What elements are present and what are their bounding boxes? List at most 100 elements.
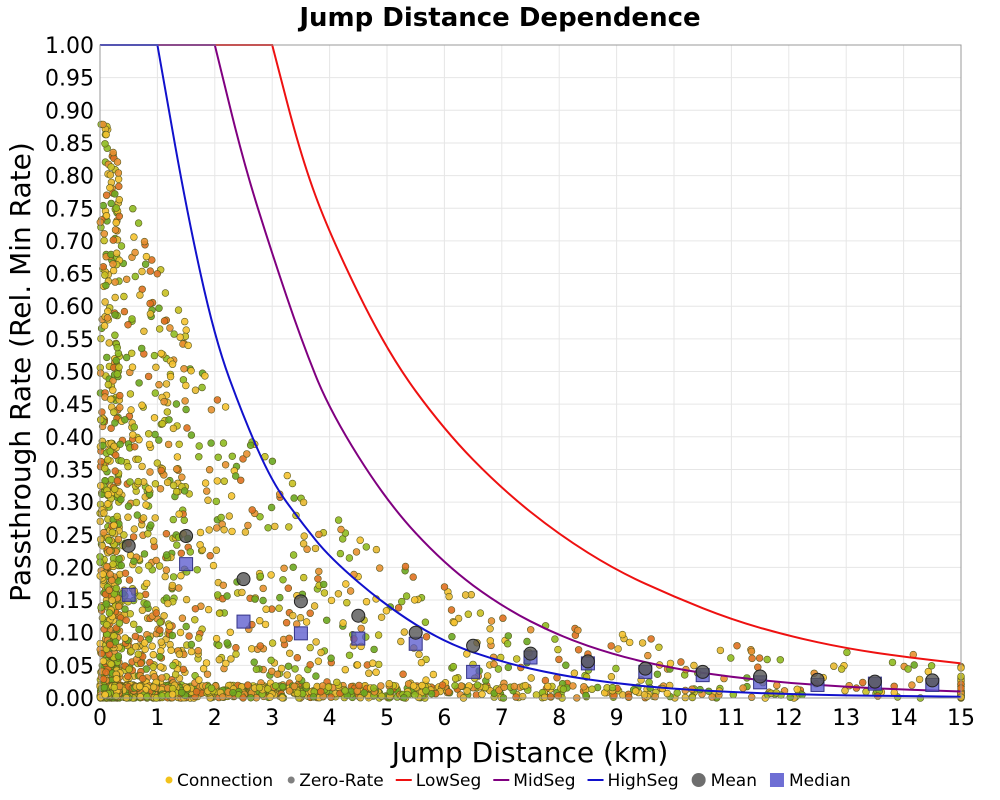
- x-tick-label: 4: [323, 706, 337, 731]
- scatter-point: [843, 648, 851, 657]
- scatter-point: [155, 381, 163, 389]
- scatter-point: [140, 237, 149, 246]
- scatter-point: [273, 670, 282, 678]
- scatter-point: [164, 440, 173, 449]
- scatter-point: [107, 163, 115, 171]
- scatter-point: [99, 657, 108, 665]
- scatter-point: [378, 692, 386, 700]
- y-tick-label: 1.00: [45, 34, 94, 59]
- scatter-point: [562, 661, 570, 669]
- scatter-point: [109, 148, 117, 157]
- scatter-point: [284, 662, 293, 670]
- scatter-point: [115, 555, 123, 563]
- scatter-point: [152, 609, 161, 617]
- scatter-point: [138, 401, 146, 409]
- scatter-point: [194, 646, 202, 655]
- y-axis-title: Passthrough Rate (Rel. Min Rate): [4, 142, 37, 602]
- scatter-point: [205, 466, 214, 474]
- scatter-point: [109, 236, 118, 244]
- scatter-point: [203, 670, 212, 678]
- scatter-point: [132, 643, 140, 651]
- x-axis-title: Jump Distance (km): [390, 736, 669, 769]
- scatter-point: [148, 642, 156, 650]
- scatter-point: [334, 516, 343, 524]
- scatter-point: [264, 685, 272, 693]
- legend-item-lowseg: LowSeg: [395, 771, 482, 791]
- legend-label: MidSeg: [513, 771, 575, 791]
- scatter-point: [299, 498, 308, 507]
- scatter-point: [131, 272, 140, 281]
- scatter-point: [554, 691, 562, 700]
- scatter-point: [129, 431, 137, 439]
- scatter-point: [112, 692, 120, 700]
- scatter-point: [104, 380, 113, 389]
- scatter-point: [291, 665, 299, 673]
- scatter-point: [279, 576, 287, 584]
- y-tick-label: 0.05: [45, 654, 94, 679]
- scatter-point: [300, 573, 308, 582]
- scatter-point: [198, 383, 206, 392]
- scatter-point: [99, 570, 107, 578]
- x-tick-label: 9: [610, 706, 624, 731]
- plot-frame: [99, 44, 962, 699]
- scatter-point: [512, 693, 520, 701]
- scatter-point: [858, 678, 867, 687]
- scatter-point: [139, 514, 148, 522]
- scatter-point: [146, 310, 155, 318]
- scatter-point: [748, 654, 756, 663]
- scatter-point: [128, 315, 136, 323]
- scatter-point: [333, 678, 341, 686]
- scatter-point: [101, 271, 109, 279]
- scatter-point: [140, 327, 148, 335]
- scatter-point: [99, 441, 107, 450]
- scatter-point: [191, 386, 200, 394]
- scatter-point: [559, 685, 568, 693]
- scatter-point: [417, 658, 426, 667]
- scatter-point: [250, 658, 258, 666]
- scatter-point: [309, 693, 318, 701]
- x-tick-label: 8: [552, 706, 566, 731]
- scatter-point: [763, 655, 771, 664]
- scatter-point: [177, 549, 186, 557]
- scatter-point: [306, 609, 314, 617]
- scatter-point: [487, 617, 496, 625]
- scatter-point: [117, 561, 126, 570]
- scatter-point: [99, 201, 108, 210]
- scatter-point: [110, 683, 119, 692]
- legend-swatch: [287, 776, 295, 784]
- scatter-point: [110, 408, 118, 416]
- mean-marker: [695, 664, 710, 679]
- scatter-point: [111, 278, 119, 286]
- scatter-point: [134, 219, 143, 227]
- scatter-point: [156, 626, 164, 634]
- mean-marker: [408, 625, 423, 640]
- scatter-point: [99, 120, 107, 129]
- scatter-point: [151, 389, 160, 397]
- scatter-point: [191, 616, 199, 624]
- scatter-point: [312, 638, 320, 646]
- scatter-point: [144, 530, 152, 538]
- scatter-point: [582, 691, 590, 700]
- scatter-point: [122, 616, 130, 624]
- scatter-point: [136, 693, 145, 701]
- scatter-point: [314, 657, 323, 665]
- scatter-point: [276, 593, 284, 602]
- scatter-point: [214, 591, 222, 599]
- scatter-point: [355, 681, 363, 690]
- x-tick-label: 2: [208, 706, 222, 731]
- scatter-point: [521, 681, 530, 690]
- scatter-point: [134, 455, 142, 463]
- scatter-point: [113, 158, 122, 166]
- scatter-point: [149, 683, 158, 691]
- median-marker: [121, 587, 136, 602]
- legend-label: LowSeg: [416, 771, 482, 791]
- scatter-point: [102, 212, 111, 220]
- scatter-point: [227, 492, 236, 500]
- scatter-point: [448, 632, 456, 641]
- scatter-point: [288, 479, 297, 488]
- scatter-point: [618, 630, 627, 639]
- scatter-point: [518, 692, 527, 701]
- x-tick-label: 5: [380, 706, 394, 731]
- scatter-point: [399, 670, 407, 678]
